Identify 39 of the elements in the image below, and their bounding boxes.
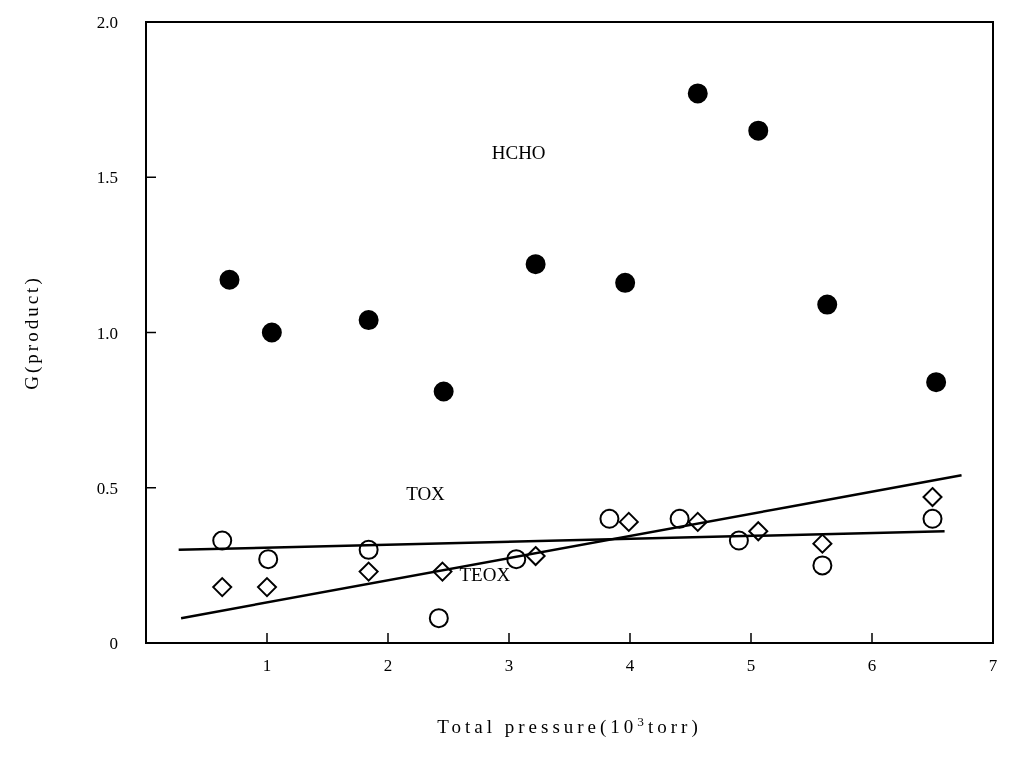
x-tick-label: 2 bbox=[383, 656, 393, 675]
point bbox=[687, 83, 708, 104]
point bbox=[812, 533, 833, 554]
x-tick-label: 7 bbox=[988, 656, 998, 675]
point bbox=[599, 508, 620, 529]
point bbox=[922, 487, 943, 508]
y-tick-label: 1.0 bbox=[96, 323, 118, 343]
x-axis-title: Total pressure(10$^{3}$torr) bbox=[437, 713, 702, 738]
point bbox=[817, 294, 838, 315]
x-tick-label: 6 bbox=[867, 656, 877, 675]
point bbox=[358, 561, 379, 582]
point bbox=[525, 254, 546, 275]
y-tick-label: 0 bbox=[109, 634, 118, 653]
point bbox=[615, 272, 636, 293]
point bbox=[433, 381, 454, 402]
point bbox=[219, 269, 240, 290]
point bbox=[926, 372, 947, 393]
point bbox=[748, 120, 769, 141]
point bbox=[428, 608, 449, 629]
x-tick-label: 1 bbox=[262, 656, 272, 675]
y-tick-label: 0.5 bbox=[96, 478, 118, 498]
point bbox=[212, 577, 233, 598]
point bbox=[258, 549, 279, 570]
x-tick-label: 3 bbox=[504, 656, 514, 675]
point bbox=[257, 577, 277, 598]
point bbox=[812, 555, 833, 576]
y-tick-label: 2.0 bbox=[96, 13, 118, 32]
point bbox=[358, 310, 379, 331]
point bbox=[922, 508, 943, 529]
point bbox=[618, 511, 639, 532]
annotation: TOX bbox=[406, 483, 446, 505]
y-axis-title: G(product) bbox=[21, 275, 43, 390]
annotation: TEOX bbox=[459, 563, 511, 585]
x-tick-label: 5 bbox=[746, 656, 756, 675]
y-tick-label: 1.5 bbox=[96, 168, 118, 188]
x-tick-label: 4 bbox=[625, 656, 635, 675]
point bbox=[212, 530, 233, 551]
point bbox=[261, 322, 282, 343]
annotation: HCHO bbox=[491, 141, 546, 163]
